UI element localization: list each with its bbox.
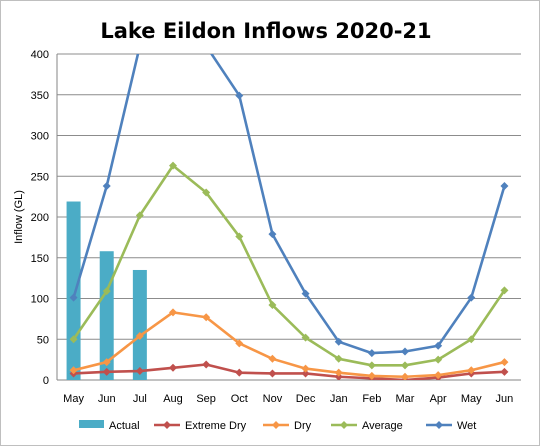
series-marker [434,371,443,380]
series-marker [135,331,144,340]
series-marker [102,182,111,191]
x-tick-label: Mar [396,393,415,405]
x-tick-label: Nov [263,393,283,405]
series-marker [202,313,211,322]
series-marker [202,42,210,50]
x-tick-labels: May Jun Jul Aug Sep Oct Nov Dec Jan Feb Mar Apr May J… [63,393,513,405]
series-marker [235,339,244,348]
series-marker [334,337,343,346]
legend-swatch-marker [163,421,171,429]
actual-bar [132,269,147,380]
series-marker [401,372,409,380]
series-marker [268,369,277,378]
y-tick-label: 200 [31,212,49,224]
actual-bar [66,201,81,380]
series-marker [69,366,78,375]
legend-swatch-marker [272,421,280,429]
y-tick-label: 50 [37,334,49,346]
series-marker [367,361,376,370]
x-tick-label: Aug [163,393,183,405]
series-marker [434,341,443,350]
x-tick-label: Jun [496,393,514,405]
y-tick-label: 400 [31,49,49,61]
x-tick-label: Apr [430,393,447,405]
series-marker [467,366,476,375]
series-marker [367,349,376,358]
series-marker [301,369,310,378]
series-marker [169,308,177,317]
y-tick-labels: 0 50 100 150 200 250 300 350 400 [31,49,49,387]
series-line [72,54,506,355]
legend-label: Actual [109,420,140,432]
legend: Actual Extreme Dry Dry Average Wet [79,420,476,432]
series-marker [136,42,144,50]
series-marker [169,1,177,9]
series-marker [169,363,177,372]
chart-title: Lake Eildon Inflows 2020-21 [100,19,431,43]
legend-label: Dry [294,420,312,432]
series-marker [102,367,111,376]
legend-swatch [79,420,104,428]
y-tick-label: 350 [31,90,49,102]
series-marker [69,293,78,302]
series-marker [235,368,244,377]
series-marker [102,358,111,367]
series-line [73,363,505,380]
series-marker [235,91,244,100]
y-tick-label: 0 [43,375,49,387]
y-tick-label: 300 [31,131,49,143]
x-tick-label: May [461,393,482,405]
series-marker [69,335,78,344]
x-tick-label: Jun [98,393,116,405]
series-marker [135,367,144,376]
series-marker [467,293,476,302]
series-marker [401,361,409,370]
series-marker [102,287,111,296]
series-line [73,311,505,379]
series-marker [500,367,509,376]
series-marker [169,161,177,170]
series-marker [235,232,244,241]
series-marker [401,347,409,356]
series-marker [202,188,211,197]
y-tick-label: 250 [31,171,49,183]
x-tick-label: Dec [296,393,316,405]
x-tick-label: Sep [196,393,216,405]
series-marker [268,354,277,363]
legend-label: Wet [457,420,476,432]
series-marker [500,358,509,367]
series-lines [69,1,509,380]
series-marker [500,286,509,295]
series-marker [301,364,310,373]
series-marker [301,333,310,342]
legend-swatch-marker [340,421,348,429]
series-marker [434,355,443,364]
series-marker [500,182,509,191]
x-tick-label: Jan [330,393,348,405]
series-line [72,164,506,367]
x-tick-label: May [63,393,84,405]
series-marker [367,371,376,380]
x-tick-label: Oct [231,393,248,405]
series-marker [202,360,211,369]
y-tick-label: 100 [31,294,49,306]
y-tick-label: 150 [31,253,49,265]
series-marker [268,301,277,310]
legend-swatch-marker [435,421,443,429]
series-marker [467,335,476,344]
x-tick-label: Jul [133,393,147,405]
legend-label: Average [362,420,403,432]
y-axis-label: Inflow (GL) [13,190,25,244]
x-tick-label: Feb [362,393,381,405]
series-marker [268,230,277,239]
legend-label: Extreme Dry [185,420,247,432]
series-marker [301,289,310,298]
series-marker [135,211,144,220]
series-marker [334,354,343,363]
series-marker [334,368,343,377]
